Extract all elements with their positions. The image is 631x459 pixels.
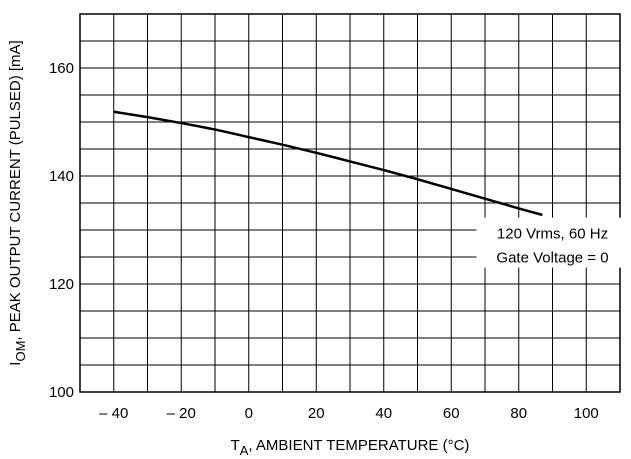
x-tick-label: 0 <box>245 405 253 422</box>
x-tick-label: 80 <box>510 405 527 422</box>
annotation-line-2: Gate Voltage = 0 <box>496 250 608 267</box>
plot-frame <box>79 13 621 393</box>
grid <box>80 14 620 392</box>
y-tick-label: 100 <box>49 384 74 401</box>
tick-labels: – 40 – 20 0 20 40 60 80 100 100 120 140 160 <box>49 60 599 422</box>
y-axis-label: IOM, PEAK OUTPUT CURRENT (PULSED) [mA] <box>7 40 28 365</box>
x-axis-label: TA, AMBIENT TEMPERATURE (°C) <box>231 437 470 458</box>
x-tick-label: – 40 <box>99 405 128 422</box>
x-tick-label: 20 <box>308 405 325 422</box>
x-axis-label-main: T <box>231 437 240 454</box>
y-tick-label: 160 <box>49 60 74 77</box>
x-tick-label: 40 <box>375 405 392 422</box>
y-tick-label: 140 <box>49 168 74 185</box>
y-axis-label-rest: , PEAK OUTPUT CURRENT (PULSED) [mA] <box>7 40 24 340</box>
annotation-line-1: 120 Vrms, 60 Hz <box>497 226 608 243</box>
y-tick-label: 120 <box>49 276 74 293</box>
x-axis-label-sub: A <box>240 443 249 458</box>
x-tick-label: 60 <box>443 405 460 422</box>
x-tick-label: 100 <box>574 405 599 422</box>
y-axis-label-sub: OM <box>13 341 28 362</box>
x-tick-label: – 20 <box>167 405 196 422</box>
annotation-background <box>476 217 629 268</box>
annotation-box: 120 Vrms, 60 Hz Gate Voltage = 0 <box>476 217 629 268</box>
series-line <box>113 110 543 217</box>
y-axis-label-main: I <box>7 362 24 366</box>
x-axis-label-rest: , AMBIENT TEMPERATURE (°C) <box>248 437 469 454</box>
